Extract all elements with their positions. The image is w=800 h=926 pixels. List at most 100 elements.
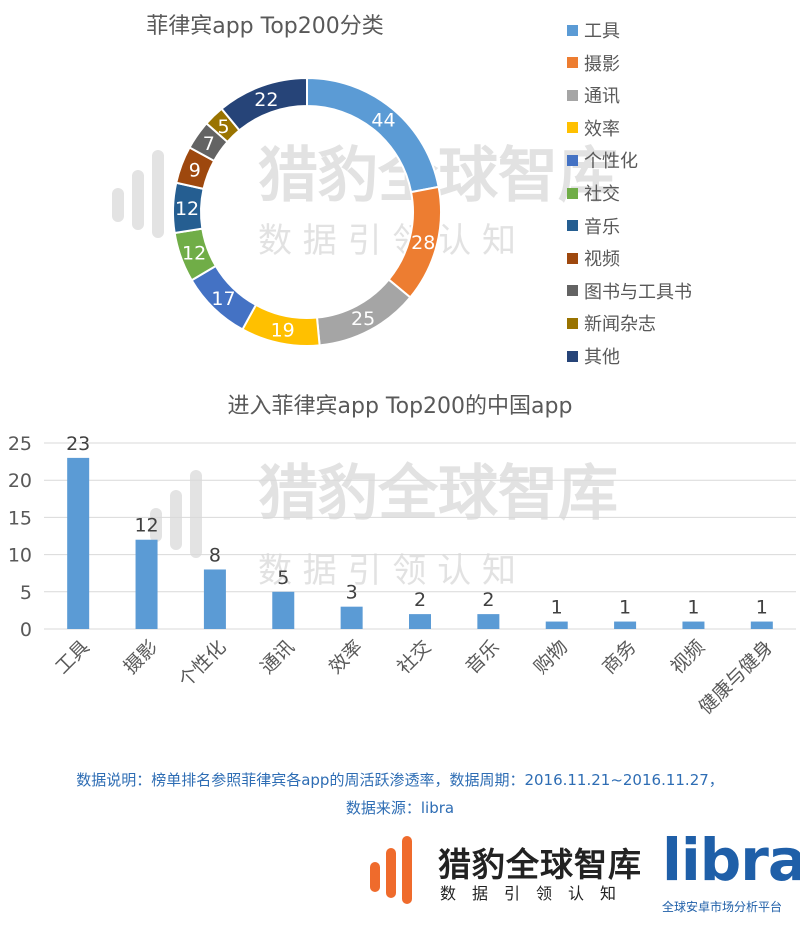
legend-swatch [567, 285, 578, 297]
data-note-line-1: 数据说明：榜单排名参照菲律宾各app的周活跃渗透率，数据周期：2016.11.2… [76, 771, 724, 789]
legend-swatch [567, 122, 578, 134]
y-tick-label: 0 [20, 619, 32, 641]
bar-value-label: 1 [619, 597, 631, 619]
watermark-name: 猎豹全球智库 [258, 459, 618, 529]
legend-item: 摄影 [567, 50, 620, 76]
legend-label: 新闻杂志 [584, 314, 656, 336]
legend-label: 图书与工具书 [584, 281, 692, 303]
x-tick-label: 商务 [598, 636, 640, 678]
x-tick-label: 购物 [530, 636, 572, 678]
donut-chart-title: 菲律宾app Top200分类 [146, 14, 384, 39]
bar [409, 614, 431, 629]
legend-item: 视频 [567, 245, 620, 271]
legend-item: 其他 [567, 343, 620, 369]
legend-label: 摄影 [584, 53, 620, 75]
cheetah-logo-tagline: 数据引领认知 [440, 884, 633, 903]
y-tick-label: 5 [20, 582, 32, 604]
donut-slice-label: 7 [203, 133, 215, 155]
legend-label: 社交 [584, 184, 620, 205]
bar-chart-title: 进入菲律宾app Top200的中国app [227, 394, 573, 419]
legend-label: 视频 [584, 249, 620, 271]
legend-label: 效率 [584, 118, 620, 140]
x-tick-label: 效率 [325, 636, 367, 678]
donut-slice-label: 5 [217, 116, 229, 138]
legend-swatch [567, 220, 578, 232]
watermark-top: 猎豹全球智库 数 据 引 领 认 知 [112, 141, 618, 261]
y-tick-label: 15 [8, 507, 32, 529]
watermark-bottom: 猎豹全球智库 数 据 引 领 认 知 [150, 459, 618, 591]
bar [272, 591, 295, 629]
legend-label: 其他 [584, 347, 620, 368]
legend-item: 新闻杂志 [567, 310, 656, 336]
bar-value-label: 1 [551, 597, 563, 619]
bar-value-label: 8 [209, 544, 221, 566]
legend-label: 音乐 [584, 216, 620, 238]
legend-label: 通讯 [584, 86, 620, 108]
bar [545, 621, 568, 629]
legend-label: 工具 [584, 21, 620, 42]
libra-logo: libra [662, 826, 800, 894]
bar-value-label: 23 [66, 433, 90, 455]
x-tick-label: 视频 [667, 636, 709, 678]
donut-slice-label: 22 [254, 89, 278, 111]
donut-slice-label: 19 [271, 320, 295, 342]
watermark-tagline: 数 据 引 领 认 知 [258, 221, 516, 261]
donut-slice-label: 9 [189, 160, 201, 182]
x-tick-label: 社交 [393, 636, 435, 678]
legend-label: 个性化 [584, 151, 638, 173]
bar [750, 621, 773, 629]
bar [203, 569, 226, 629]
cheetah-logo-icon [370, 836, 412, 904]
data-note: 数据说明：榜单排名参照菲律宾各app的周活跃渗透率，数据周期：2016.11.2… [0, 766, 800, 822]
bar [135, 539, 158, 629]
legend-swatch [567, 187, 578, 199]
x-tick-label: 通讯 [256, 636, 298, 678]
donut-slice-label: 17 [211, 288, 235, 310]
bar [682, 621, 705, 629]
bar-value-label: 12 [134, 515, 158, 537]
donut-slice-label: 12 [182, 243, 206, 265]
bar-value-label: 1 [756, 597, 768, 619]
donut-slice-label: 44 [371, 110, 395, 132]
x-tick-label: 摄影 [120, 636, 162, 678]
bar-value-label: 2 [414, 589, 426, 611]
x-tick-label: 工具 [51, 636, 93, 678]
x-tick-label: 音乐 [461, 636, 503, 678]
watermark-logo-icon [150, 470, 202, 558]
legend-item: 效率 [567, 115, 620, 141]
libra-tagline: 全球安卓市场分析平台 [662, 900, 783, 914]
bar [340, 606, 363, 629]
donut-slice-label: 25 [351, 308, 375, 330]
legend-item: 工具 [567, 17, 620, 43]
data-note-line-2: 数据来源：libra [345, 799, 455, 817]
legend-item: 通讯 [567, 82, 620, 108]
bar [477, 614, 500, 629]
donut-slice-label: 12 [175, 198, 199, 220]
legend-swatch [567, 252, 578, 264]
legend-swatch [567, 24, 578, 36]
legend-swatch [567, 57, 578, 69]
legend-swatch [567, 154, 578, 166]
watermark-tagline: 数 据 引 领 认 知 [258, 551, 516, 591]
legend-item: 社交 [567, 180, 620, 206]
bar-value-label: 1 [687, 597, 699, 619]
legend-swatch [567, 350, 578, 362]
legend-item: 个性化 [567, 147, 638, 173]
bar [67, 457, 90, 629]
legend-swatch [567, 89, 578, 101]
donut-slice-label: 28 [411, 232, 435, 254]
legend-swatch [567, 317, 578, 329]
x-tick-label: 健康与健身 [695, 636, 778, 719]
x-tick-label: 个性化 [175, 636, 231, 692]
bar-value-label: 5 [277, 567, 289, 589]
y-tick-label: 25 [8, 433, 32, 455]
legend-item: 图书与工具书 [567, 278, 692, 304]
legend-item: 音乐 [567, 213, 620, 239]
y-tick-label: 10 [8, 545, 32, 567]
bar-value-label: 2 [482, 589, 494, 611]
donut-slice [220, 76, 308, 132]
bar-value-label: 3 [346, 582, 358, 604]
watermark-logo-icon [112, 150, 164, 238]
y-tick-label: 20 [8, 470, 32, 492]
